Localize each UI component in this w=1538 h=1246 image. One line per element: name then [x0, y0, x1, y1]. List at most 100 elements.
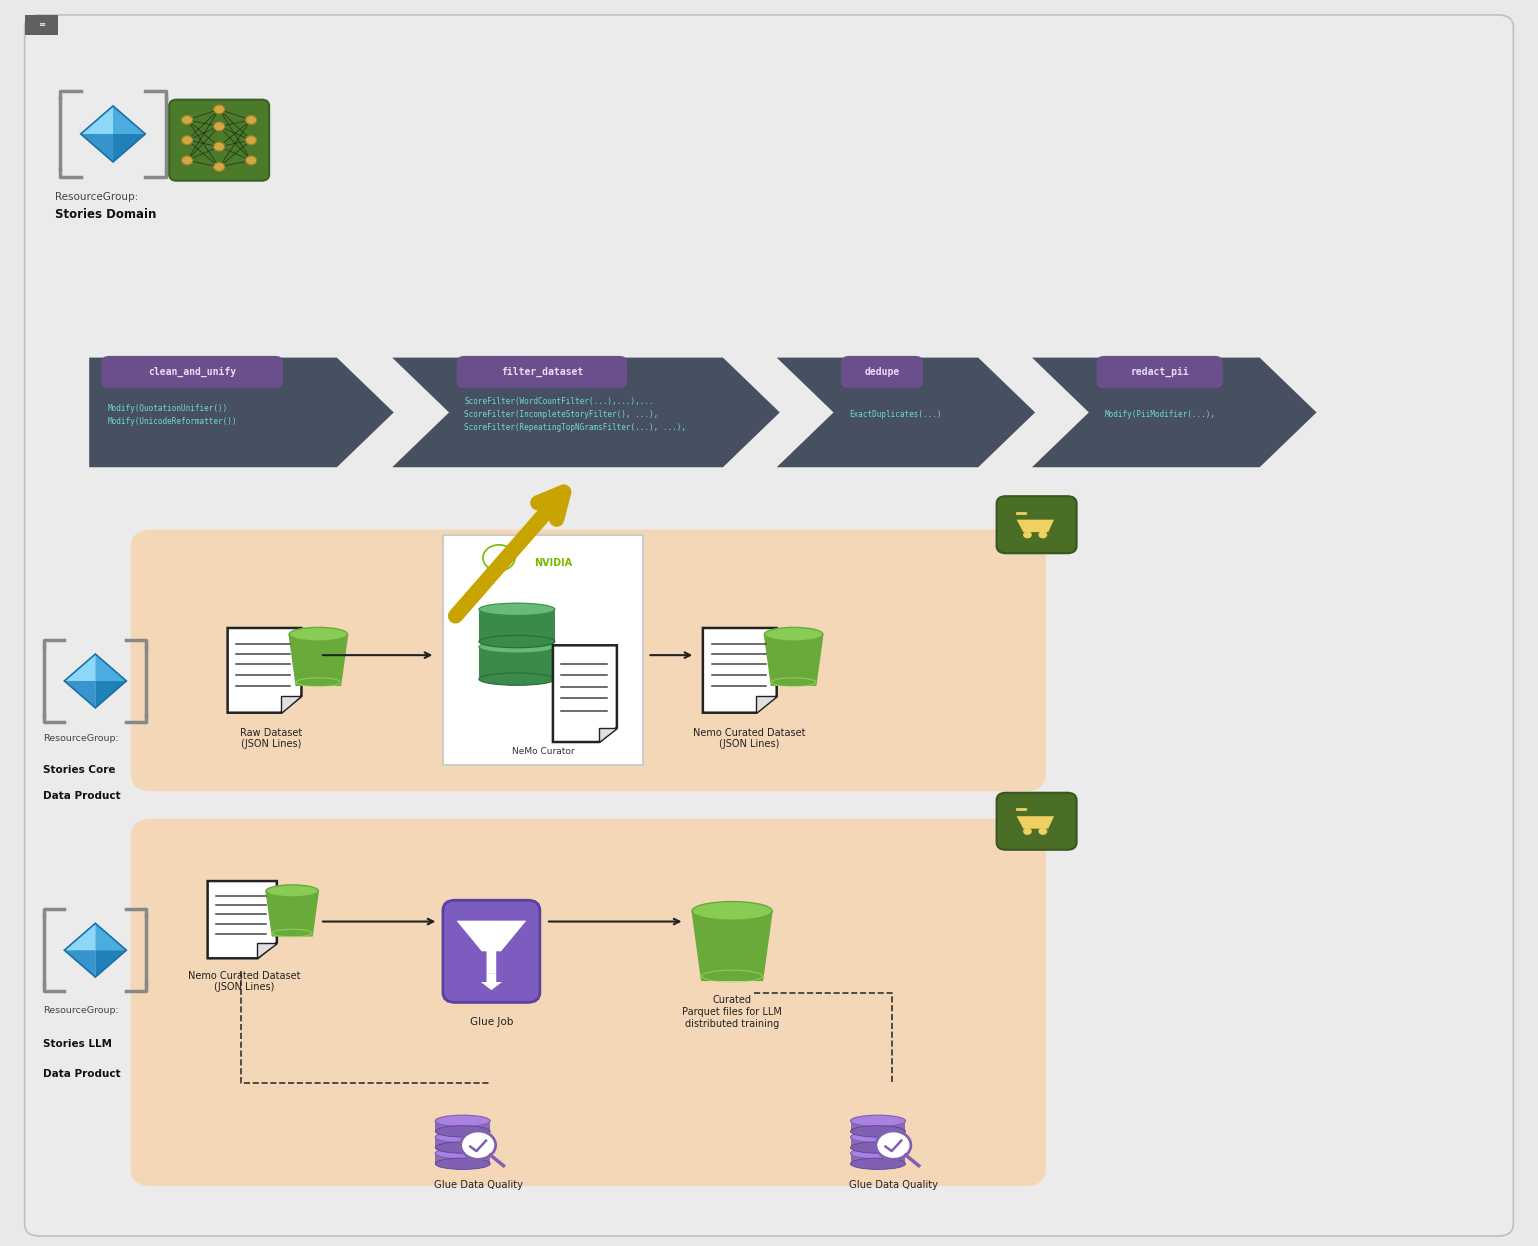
- Polygon shape: [65, 951, 95, 977]
- Ellipse shape: [478, 673, 555, 685]
- Circle shape: [1038, 531, 1047, 538]
- FancyBboxPatch shape: [1097, 356, 1223, 389]
- FancyBboxPatch shape: [457, 356, 628, 389]
- Circle shape: [181, 116, 192, 125]
- Polygon shape: [692, 911, 772, 981]
- Ellipse shape: [851, 1125, 906, 1138]
- Polygon shape: [703, 628, 777, 713]
- Text: Stories Domain: Stories Domain: [55, 208, 157, 221]
- FancyBboxPatch shape: [131, 819, 1046, 1186]
- Polygon shape: [95, 654, 126, 680]
- Polygon shape: [478, 647, 555, 679]
- Circle shape: [1023, 827, 1032, 835]
- FancyBboxPatch shape: [443, 535, 643, 765]
- Polygon shape: [598, 728, 617, 743]
- Polygon shape: [435, 1138, 491, 1148]
- Polygon shape: [80, 106, 114, 133]
- Ellipse shape: [435, 1141, 491, 1154]
- Polygon shape: [65, 654, 95, 680]
- FancyBboxPatch shape: [997, 496, 1077, 553]
- Polygon shape: [95, 680, 126, 708]
- Text: ResourceGroup:: ResourceGroup:: [43, 734, 118, 743]
- Polygon shape: [1017, 520, 1054, 532]
- Polygon shape: [777, 358, 1035, 467]
- Text: Stories Core: Stories Core: [43, 765, 115, 775]
- Ellipse shape: [266, 885, 318, 897]
- FancyBboxPatch shape: [997, 792, 1077, 850]
- Ellipse shape: [289, 628, 348, 640]
- Polygon shape: [95, 923, 126, 951]
- Circle shape: [246, 116, 257, 125]
- Polygon shape: [65, 680, 95, 708]
- Polygon shape: [435, 1154, 491, 1164]
- Text: Glue Data Quality: Glue Data Quality: [434, 1180, 523, 1190]
- Text: Modify(QuotationUnifier())
Modify(UnicodeReformatter()): Modify(QuotationUnifier()) Modify(Unicod…: [108, 404, 237, 426]
- Ellipse shape: [435, 1125, 491, 1138]
- Polygon shape: [95, 951, 126, 977]
- Ellipse shape: [851, 1158, 906, 1170]
- Ellipse shape: [478, 603, 555, 616]
- Text: Glue Job: Glue Job: [471, 1017, 514, 1028]
- Text: Glue Data Quality: Glue Data Quality: [849, 1180, 938, 1190]
- Ellipse shape: [851, 1131, 906, 1143]
- Polygon shape: [114, 133, 145, 162]
- Polygon shape: [392, 358, 780, 467]
- Text: ≡: ≡: [38, 20, 45, 30]
- Circle shape: [246, 156, 257, 164]
- FancyBboxPatch shape: [169, 100, 269, 181]
- Circle shape: [214, 105, 225, 113]
- Ellipse shape: [851, 1141, 906, 1154]
- Polygon shape: [266, 891, 318, 936]
- Ellipse shape: [851, 1148, 906, 1159]
- Polygon shape: [851, 1121, 906, 1131]
- Circle shape: [1023, 531, 1032, 538]
- Circle shape: [461, 1131, 495, 1159]
- Ellipse shape: [435, 1131, 491, 1143]
- Text: dedupe: dedupe: [864, 368, 900, 378]
- Circle shape: [181, 156, 192, 164]
- Polygon shape: [757, 697, 777, 713]
- Polygon shape: [851, 1154, 906, 1164]
- Ellipse shape: [851, 1115, 906, 1126]
- Ellipse shape: [764, 628, 823, 640]
- Polygon shape: [764, 634, 823, 685]
- Polygon shape: [208, 881, 277, 958]
- Polygon shape: [481, 974, 501, 991]
- Text: ✓: ✓: [495, 554, 501, 561]
- Circle shape: [246, 136, 257, 145]
- Polygon shape: [457, 921, 526, 974]
- Text: Nemo Curated Dataset
(JSON Lines): Nemo Curated Dataset (JSON Lines): [692, 728, 806, 749]
- Text: clean_and_unify: clean_and_unify: [148, 368, 237, 378]
- Circle shape: [181, 136, 192, 145]
- Text: ExactDuplicates(...): ExactDuplicates(...): [849, 410, 941, 419]
- Ellipse shape: [478, 635, 555, 648]
- Text: Data Product: Data Product: [43, 791, 120, 801]
- Ellipse shape: [692, 902, 772, 921]
- Polygon shape: [281, 697, 301, 713]
- Ellipse shape: [435, 1158, 491, 1170]
- FancyBboxPatch shape: [25, 15, 1513, 1236]
- Text: ResourceGroup:: ResourceGroup:: [55, 192, 138, 202]
- Polygon shape: [435, 1121, 491, 1131]
- Text: Curated
Parquet files for LLM
distributed training: Curated Parquet files for LLM distribute…: [683, 996, 781, 1028]
- Text: Modify(PiiModifier(...),: Modify(PiiModifier(...),: [1104, 410, 1215, 419]
- FancyBboxPatch shape: [25, 15, 58, 35]
- Circle shape: [1038, 827, 1047, 835]
- Polygon shape: [257, 942, 277, 958]
- Polygon shape: [554, 645, 617, 743]
- Polygon shape: [1017, 816, 1054, 829]
- Ellipse shape: [435, 1148, 491, 1159]
- Text: redact_pii: redact_pii: [1130, 368, 1189, 378]
- Text: Data Product: Data Product: [43, 1069, 120, 1079]
- Text: NVIDIA: NVIDIA: [534, 558, 572, 568]
- Polygon shape: [228, 628, 301, 713]
- Polygon shape: [89, 358, 394, 467]
- FancyBboxPatch shape: [443, 900, 540, 1002]
- FancyBboxPatch shape: [102, 356, 283, 389]
- Polygon shape: [80, 133, 114, 162]
- Circle shape: [214, 142, 225, 151]
- Polygon shape: [1032, 358, 1317, 467]
- Text: NeMo Curator: NeMo Curator: [512, 746, 574, 756]
- Text: ScoreFilter(WordCountFilter(...),...),...
ScoreFilter(IncompleteStoryFilter(), .: ScoreFilter(WordCountFilter(...),...),..…: [464, 397, 686, 432]
- Ellipse shape: [478, 640, 555, 653]
